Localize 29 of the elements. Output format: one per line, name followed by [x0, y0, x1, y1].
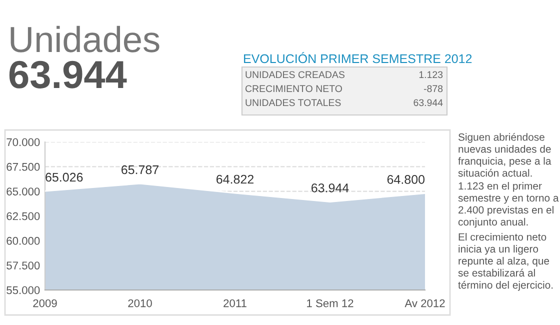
y-tick-label: 55.000 [6, 286, 40, 294]
text: EVOLUCIÓN PRIMER SEMESTRE 2012 [244, 52, 472, 64]
y-tick-label: 67.500 [6, 162, 40, 171]
y-tick-label: 60.000 [6, 236, 40, 245]
y-tick-label: 62.500 [6, 212, 40, 220]
data-label: 64.800 [387, 175, 425, 184]
x-tick-label: 2009 [33, 299, 57, 308]
x-tick-label: 1 Sem 12 [307, 299, 354, 308]
text: -878 [424, 85, 443, 92]
text: 1.123 en el primer semestre y en torno a 2.400 previstas en el conjunto anual. [458, 182, 559, 228]
x-tick-label: 2010 [128, 299, 152, 308]
text: Siguen abriéndose nuevas unidades de franquicia, pese a la situación actual. [458, 133, 552, 177]
y-tick-label: 65.000 [6, 188, 40, 196]
text: El crecimiento neto inicia ya un ligero repunte al alza, que se estabilizará al término del ejercicio. [458, 233, 553, 291]
x-tick-label: 2011 [224, 299, 246, 308]
y-tick-label: 57.500 [6, 262, 40, 270]
text: UNIDADES TOTALES [246, 99, 341, 106]
x-tick-label: Av 2012 [404, 299, 445, 308]
chart-title: Unidades [10, 26, 160, 52]
data-label: 65.026 [46, 172, 83, 182]
text: 63.944 [9, 60, 127, 88]
y-tick-label: 70.000 [6, 138, 40, 146]
data-label: 65.787 [122, 165, 158, 174]
data-label: 64.822 [216, 174, 254, 184]
data-label: 63.944 [312, 183, 349, 192]
text: UNIDADES CREADAS [246, 71, 344, 78]
chart-subtitle: 63.944 [414, 99, 443, 106]
text: 1.123 [419, 71, 443, 78]
text: CRECIMIENTO NETO [245, 85, 342, 92]
